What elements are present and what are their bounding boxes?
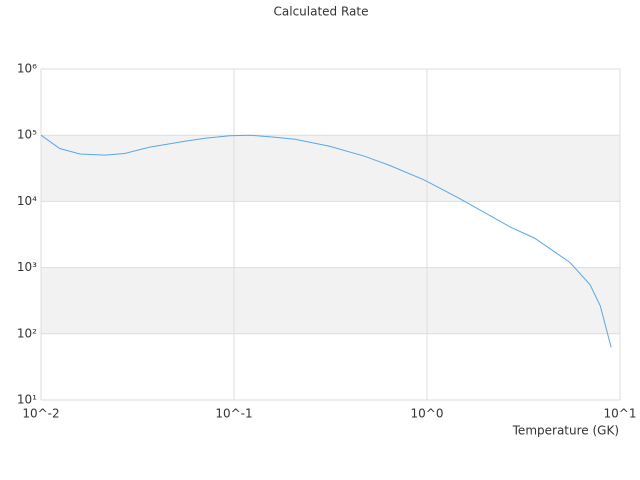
y-tick-label: 10⁵ xyxy=(17,128,37,142)
y-tick-label: 10¹ xyxy=(17,393,37,407)
x-tick-label: 10^0 xyxy=(411,407,444,421)
y-tick-label: 10⁴ xyxy=(17,194,37,208)
y-tick-label: 10³ xyxy=(17,260,37,274)
data-line xyxy=(40,134,612,348)
x-tick-label: 10^-2 xyxy=(22,407,59,421)
grid-band xyxy=(41,267,620,334)
x-axis-label: Temperature (GK) xyxy=(512,424,619,438)
plot-area xyxy=(40,68,621,401)
y-tick-label: 10² xyxy=(17,326,37,340)
x-tick-label: 10^1 xyxy=(604,407,637,421)
chart-title: Calculated Rate xyxy=(274,5,369,19)
x-tick-label: 10^-1 xyxy=(215,407,252,421)
y-tick-label: 10⁶ xyxy=(17,62,37,76)
grid-band xyxy=(41,135,620,202)
